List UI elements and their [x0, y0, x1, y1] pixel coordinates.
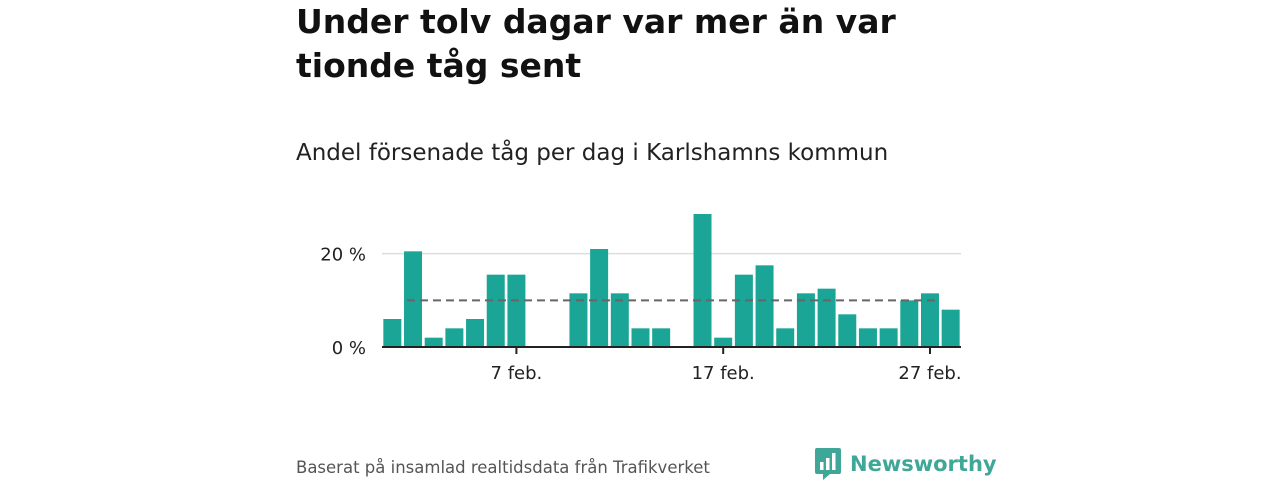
- bar: [404, 251, 423, 347]
- bar: [507, 274, 526, 347]
- bar: [941, 309, 960, 347]
- bar: [755, 265, 774, 347]
- bar-chart: 0 % 20 % 7 feb. 17 feb. 27 feb.: [320, 214, 962, 384]
- bar: [569, 293, 588, 347]
- bar: [590, 249, 609, 347]
- bar: [900, 300, 919, 347]
- chart-headline: Under tolv dagar var mer än var tionde t…: [296, 2, 896, 85]
- source-note: Baserat på insamlad realtidsdata från Tr…: [296, 458, 710, 477]
- brand: Newsworthy: [814, 446, 997, 482]
- bar: [817, 288, 836, 347]
- x-tick-label: 7 feb.: [491, 363, 543, 384]
- newsworthy-logo-icon: [815, 448, 841, 480]
- y-tick-label: 0 %: [332, 338, 366, 359]
- bar: [734, 274, 753, 347]
- bar: [631, 328, 650, 347]
- bar: [424, 337, 443, 347]
- bar: [466, 319, 485, 347]
- bar: [714, 337, 733, 347]
- chart-subtitle: Andel försenade tåg per dag i Karlshamns…: [296, 140, 889, 166]
- bar: [920, 293, 939, 347]
- bar: [879, 328, 898, 347]
- bar: [776, 328, 795, 347]
- bar: [858, 328, 877, 347]
- y-tick-label: 20 %: [320, 245, 366, 266]
- bar: [796, 293, 815, 347]
- bar: [383, 319, 402, 347]
- bar: [610, 293, 629, 347]
- bar: [445, 328, 464, 347]
- brand-name: Newsworthy: [850, 452, 997, 476]
- bar: [652, 328, 671, 347]
- x-tick-label: 17 feb.: [692, 363, 755, 384]
- x-tick-label: 27 feb.: [898, 363, 961, 384]
- bar: [693, 214, 712, 347]
- bar: [486, 274, 505, 347]
- bar: [838, 314, 857, 347]
